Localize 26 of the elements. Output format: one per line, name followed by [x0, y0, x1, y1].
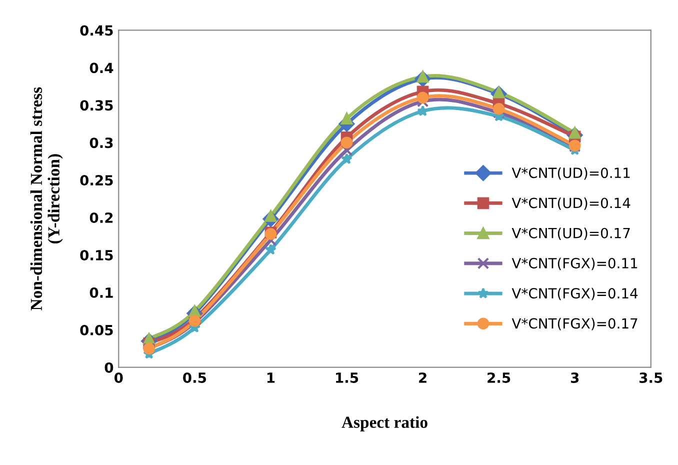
legend-label: V*CNT(UD)=0.17 [512, 228, 630, 240]
x-tick-label: 2 [419, 372, 426, 383]
y-axis-title: Non-dimensional Normal stress (Y-direction) [30, 87, 63, 310]
x-tick-label: 3.5 [640, 372, 662, 383]
y-tick-label: 0.2 [90, 212, 113, 223]
legend-label: V*CNT(FGX)=0.11 [512, 258, 638, 270]
legend-label: V*CNT(FGX)=0.14 [512, 288, 638, 300]
x-tick-label: 1 [267, 372, 275, 383]
x-tick-label: 1.5 [336, 372, 358, 383]
y-tick-label: 0.4 [90, 62, 114, 74]
y-tick-label: 0 [104, 362, 114, 373]
y-tick-label: 0.3 [90, 138, 113, 148]
x-tick-label: 0.5 [183, 372, 206, 383]
y-tick-label: 0.25 [80, 175, 113, 186]
x-tick-label: 3 [570, 372, 579, 383]
x-tick-label: 2.5 [488, 372, 510, 383]
x-tick-label: 0 [114, 372, 123, 383]
legend-label: V*CNT(UD)=0.14 [512, 197, 630, 210]
y-tick-label: 0.35 [80, 100, 113, 111]
y-tick-label: 0.1 [90, 287, 113, 298]
y-tick-label: 0.45 [80, 25, 113, 36]
y-tick-label: 0.15 [80, 250, 113, 260]
legend-label: V*CNT(UD)=0.11 [512, 167, 630, 180]
x-axis-title: Aspect ratio [342, 416, 428, 432]
y-tick-label: 0.05 [80, 324, 113, 336]
legend-label: V*CNT(FGX)=0.17 [512, 318, 638, 330]
